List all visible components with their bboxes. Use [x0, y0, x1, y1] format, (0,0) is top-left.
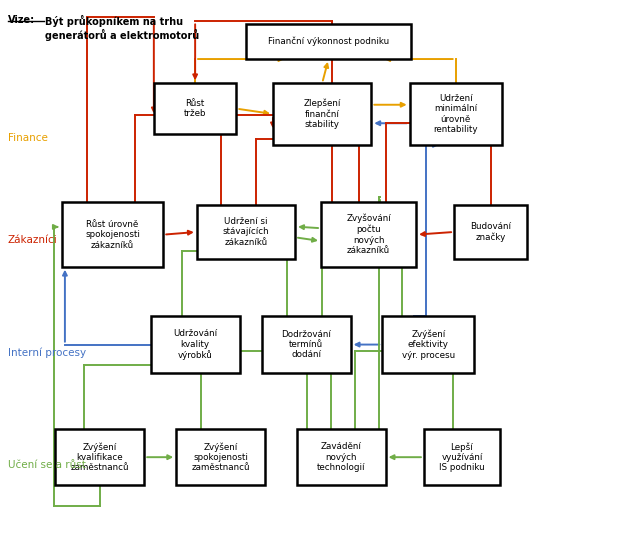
Text: Růst
tržeb: Růst tržeb	[184, 99, 206, 119]
Text: Udržení si
stávajících
zákazníků: Udržení si stávajících zákazníků	[223, 217, 269, 247]
Text: Vize:: Vize:	[8, 15, 35, 25]
Text: Být průkopníkem na trhu
generátorů a elektromotorů: Být průkopníkem na trhu generátorů a ele…	[45, 15, 199, 41]
FancyBboxPatch shape	[176, 429, 265, 485]
FancyBboxPatch shape	[424, 429, 500, 485]
Text: Zvýšení
spokojenosti
zaměstnanců: Zvýšení spokojenosti zaměstnanců	[191, 442, 250, 472]
FancyBboxPatch shape	[154, 83, 237, 134]
FancyBboxPatch shape	[151, 316, 240, 373]
FancyBboxPatch shape	[382, 316, 474, 373]
FancyBboxPatch shape	[262, 316, 351, 373]
Text: Dodržování
termínů
dodání: Dodržování termínů dodání	[281, 330, 331, 360]
Text: Udržení
minimální
úrovně
rentability: Udržení minimální úrovně rentability	[433, 94, 478, 134]
Text: Interní procesy: Interní procesy	[8, 347, 86, 358]
Text: Učení se a růst: Učení se a růst	[8, 460, 85, 470]
FancyBboxPatch shape	[321, 203, 416, 267]
FancyBboxPatch shape	[410, 83, 501, 145]
Text: Finanční výkonnost podniku: Finanční výkonnost podniku	[268, 37, 389, 46]
FancyBboxPatch shape	[62, 203, 163, 267]
Text: Udržování
kvality
výrobků: Udržování kvality výrobků	[173, 329, 217, 360]
Text: Zlepšení
finanční
stability: Zlepšení finanční stability	[304, 99, 341, 129]
FancyBboxPatch shape	[246, 24, 411, 59]
FancyBboxPatch shape	[454, 205, 527, 259]
Text: Finance: Finance	[8, 133, 48, 143]
Text: Zvyšování
počtu
nových
zákazníků: Zvyšování počtu nových zákazníků	[346, 214, 391, 255]
Text: Zavádění
nových
technologií: Zavádění nových technologií	[317, 443, 366, 472]
Text: Budování
značky: Budování značky	[470, 222, 511, 242]
FancyBboxPatch shape	[56, 429, 144, 485]
Text: Zákazníci: Zákazníci	[8, 235, 57, 245]
FancyBboxPatch shape	[297, 429, 386, 485]
Text: Zvýšení
kvalifikace
zaměstnanců: Zvýšení kvalifikace zaměstnanců	[71, 442, 129, 472]
Text: Růst úrovně
spokojenosti
zákazníků: Růst úrovně spokojenosti zákazníků	[85, 220, 140, 250]
FancyBboxPatch shape	[197, 205, 295, 259]
Text: Zvýšení
efektivity
výr. procesu: Zvýšení efektivity výr. procesu	[402, 329, 455, 360]
FancyBboxPatch shape	[273, 83, 371, 145]
Text: Lepší
využívání
IS podniku: Lepší využívání IS podniku	[439, 442, 485, 472]
